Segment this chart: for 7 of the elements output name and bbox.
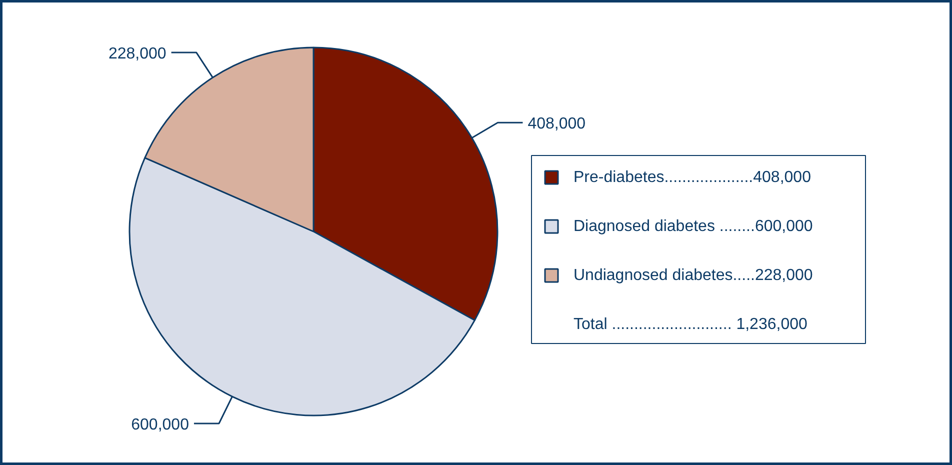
data-label: 600,000 [131,416,190,434]
data-label: 228,000 [108,45,166,62]
legend-label: Undiagnosed diabetes.....228,000 [574,267,813,284]
data-label: 408,000 [528,116,586,133]
legend-label: Pre-diabetes....................408,000 [574,169,812,186]
legend-label: Diagnosed diabetes ........600,000 [574,218,813,235]
text: Total ........................... 1,236,000 [574,316,808,333]
